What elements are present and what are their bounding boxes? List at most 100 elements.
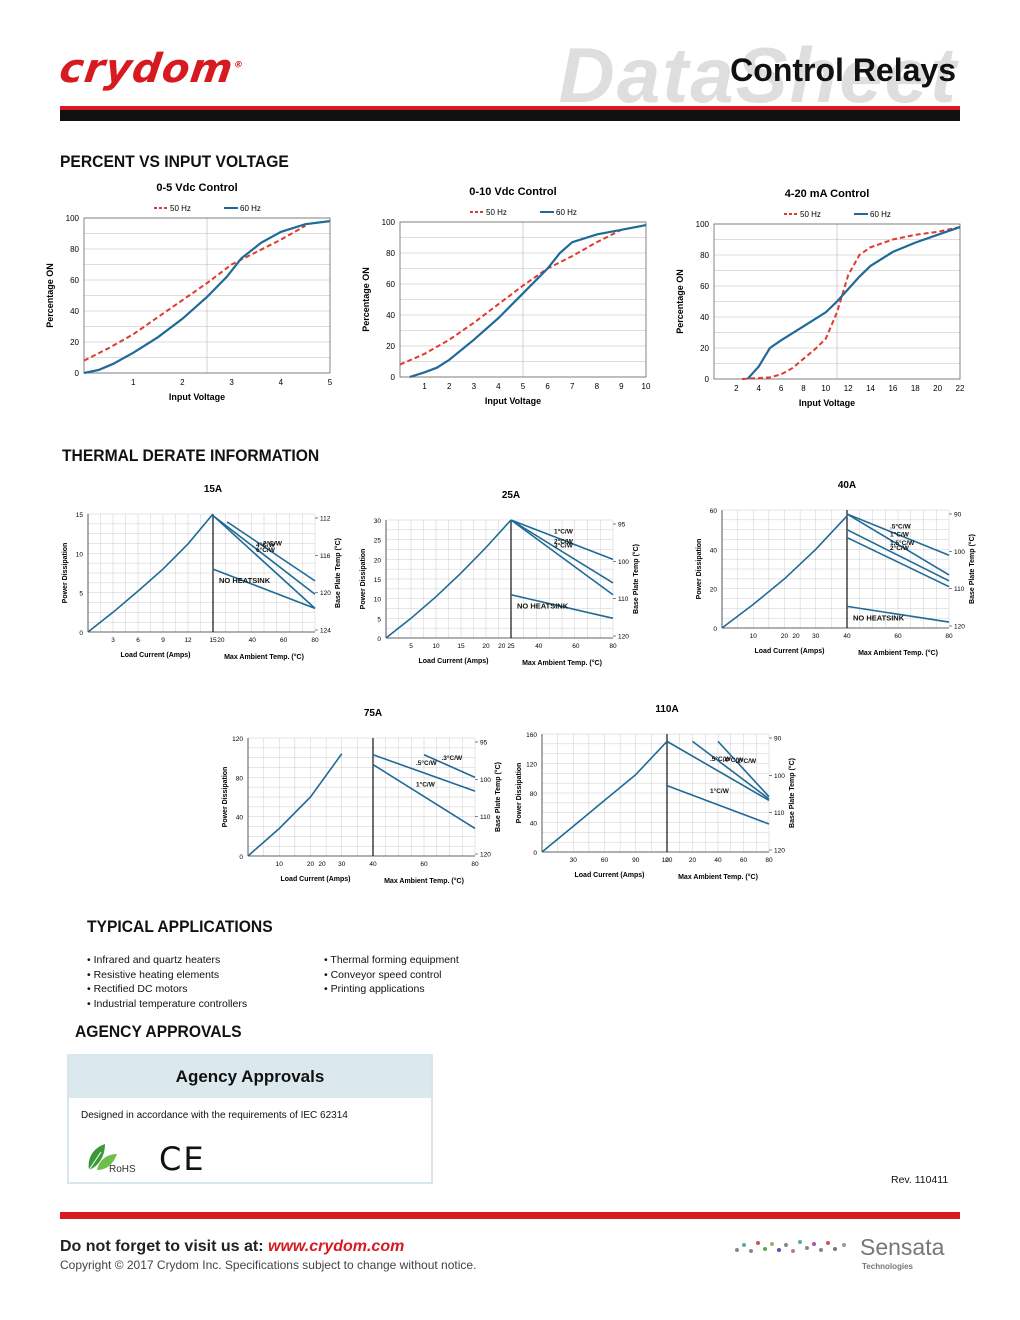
percent-chart-0-5vdc: 0-5 Vdc Control 50 Hz 60 Hz 0 20 40 60 80 100 1 2 3… [45,182,333,402]
plot-frame [83,217,331,374]
rohs-leaf-icon: RoHS [88,1144,136,1175]
copyright: Copyright © 2017 Crydom Inc. Specificati… [60,1258,477,1272]
y-tick-label: 60 [70,276,79,285]
y-tick-label: 0 [533,850,537,857]
y-tick-label: 100 [696,220,710,229]
x-tick-label: 9 [161,637,165,644]
x-axis-label-right: Max Ambient Temp. (°C) [522,659,602,667]
chart-title: 4-20 mA Control [785,188,870,200]
x-tick-label: 22 [956,384,965,393]
x-tick-label: 60 [572,643,580,650]
x-axis-label-right: Max Ambient Temp. (°C) [858,649,938,657]
chart-title: 110A [655,704,678,715]
y-tick-label: 80 [700,251,709,260]
x-tick-label: 20 [318,861,326,868]
derate-label: 2°C/W [554,537,574,545]
y-tick-label: 40 [386,311,395,320]
right-tick-label: 110 [480,814,491,821]
x-tick-label: 40 [843,633,851,640]
right-tick-label: 95 [618,522,626,529]
ce-mark: CE [159,1140,206,1178]
right-tick-label: 90 [774,736,782,743]
x-tick-label: 40 [369,861,377,868]
app-item: • Conveyor speed control [324,968,442,981]
power-curve [247,753,343,857]
x-tick-label: 0 [665,857,669,864]
x-tick-label: 4 [757,384,762,393]
y-tick-label: 60 [386,280,395,289]
x-tick-label: 80 [945,633,953,640]
y-tick-label: 40 [700,313,709,322]
derate-line [212,514,316,609]
section-applications-title: TYPICAL APPLICATIONS [87,917,273,936]
y-tick-label: 25 [374,538,382,545]
derate-label: .5°C/W [416,759,438,767]
x-tick-label: 12 [844,384,853,393]
x-tick-label: 14 [866,384,875,393]
right-tick-label: 100 [480,777,491,784]
legend-label: 60 Hz [870,210,891,219]
derate-line [510,593,614,620]
derate-line [666,784,770,825]
series-line [83,224,306,362]
app-item: • Resistive heating elements [87,968,220,981]
x-axis-label: Input Voltage [169,392,225,402]
sensata-logo-text: Sensata [860,1234,945,1260]
derate-line [846,536,950,588]
x-tick-label: 9 [619,382,624,391]
agency-table-header: Agency Approvals [69,1056,431,1098]
legend-label: 60 Hz [556,208,577,217]
y-tick-label: 10 [374,597,382,604]
app-item: • Industrial temperature controllers [87,997,248,1010]
visit-line: Do not forget to visit us at: www.crydom… [60,1238,404,1256]
x-tick-label: 8 [801,384,806,393]
x-tick-label: 60 [894,633,902,640]
x-tick-label: 4 [496,382,501,391]
derate-label: 1°C/W [416,781,436,789]
derate-label: 3°C/W [554,541,574,549]
series-line [83,220,331,375]
y-tick-label: 30 [374,518,382,525]
x-tick-label: 120 [662,857,673,864]
derate-line [510,519,614,584]
derate-line [372,763,476,830]
derate-label: 4°C/W [256,541,276,549]
x-tick-label: 7 [570,382,575,391]
power-curve [385,519,512,639]
y-tick-label: 40 [710,547,718,554]
chart-title: 40A [838,480,856,491]
x-tick-label: 80 [471,861,479,868]
derate-line [423,753,476,779]
y-tick-label: 20 [700,344,709,353]
right-tick-label: 100 [954,549,965,556]
agency-description: Designed in accordance with the requirem… [81,1110,348,1121]
y-tick-label: 100 [382,218,396,227]
right-tick-label: 124 [320,628,331,635]
header-black-bar [60,110,960,121]
right-tick-label: 90 [954,512,962,519]
x-tick-label: 20 [792,633,800,640]
y-tick-label: 15 [374,577,382,584]
x-tick-label: 20 [781,633,789,640]
y-axis-label: Percentage ON [675,269,685,334]
derate-label: 1°C/W [554,528,574,536]
y-tick-label: 80 [386,249,395,258]
section-percent-title: PERCENT VS INPUT VOLTAGE [60,152,289,171]
y-tick-label: 80 [70,245,79,254]
website-link[interactable]: www.crydom.com [268,1238,405,1255]
plot-frame [399,221,647,378]
footer-red-bar [60,1212,960,1219]
section-agency-title: AGENCY APPROVALS [75,1022,242,1041]
derate-label: .5°C/W [890,523,912,531]
y-tick-label: 10 [76,551,84,558]
x-tick-label: 10 [276,861,284,868]
y-tick-label: 20 [386,342,395,351]
y-axis-label-right: Base Plate Temp (°C) [494,762,502,832]
x-tick-label: 10 [432,643,440,650]
x-axis-label: Input Voltage [485,396,541,406]
x-axis-label: Load Current (Amps) [755,648,825,655]
right-tick-label: 95 [480,740,488,747]
